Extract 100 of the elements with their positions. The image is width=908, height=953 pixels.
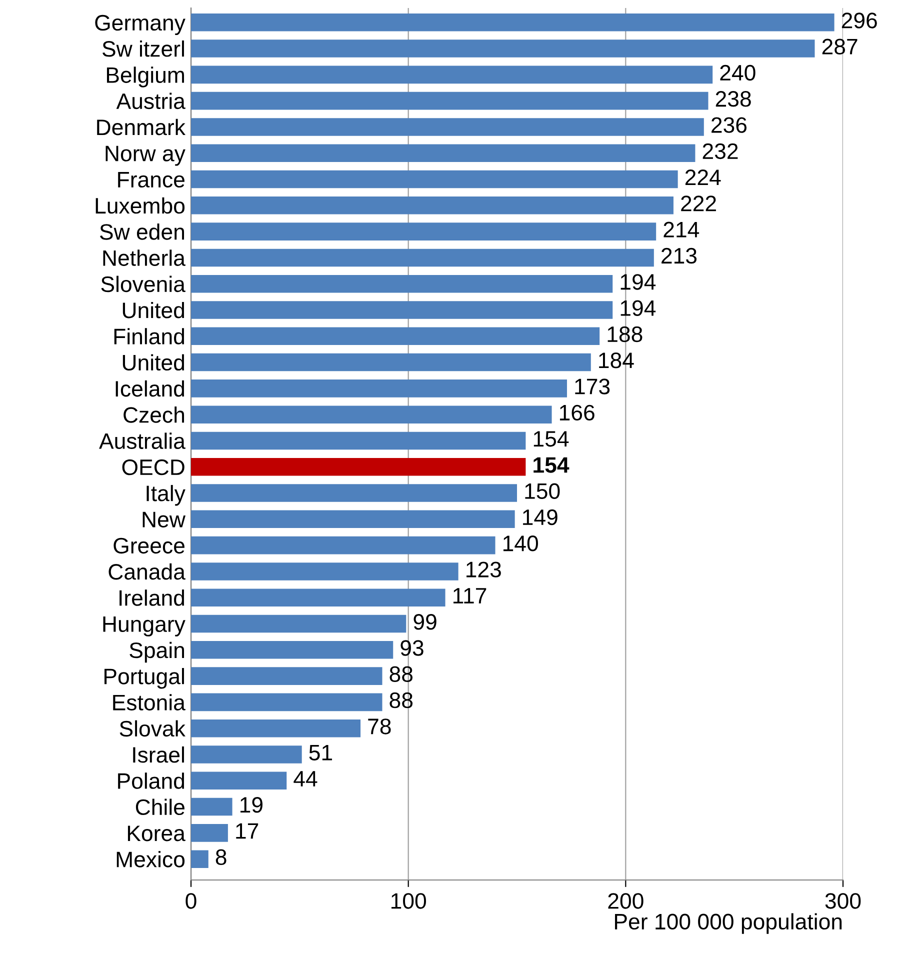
y-tick-label: Iceland xyxy=(116,380,184,397)
bar xyxy=(191,772,287,790)
y-tick-label: Germany xyxy=(95,14,186,36)
bar xyxy=(191,562,458,580)
x-tick-label: 300 xyxy=(825,893,861,909)
data-label: 51 xyxy=(309,744,332,760)
bar xyxy=(191,40,815,58)
y-tick-label: Ireland xyxy=(120,590,184,606)
y-tick-label: Korea xyxy=(128,826,186,842)
data-label: 88 xyxy=(390,666,413,682)
y-tick-label: Norw ay xyxy=(106,146,186,166)
data-label: 213 xyxy=(662,248,697,264)
y-tick-label: Mexico xyxy=(116,851,185,868)
bar xyxy=(191,614,406,633)
data-label: 150 xyxy=(525,483,560,499)
data-label: 44 xyxy=(294,771,318,786)
bar xyxy=(191,353,591,372)
bar xyxy=(191,301,613,319)
bar xyxy=(191,406,552,424)
x-tick-label: 200 xyxy=(608,893,644,909)
data-label: 93 xyxy=(400,640,424,656)
data-label: 88 xyxy=(390,692,413,708)
y-tick-label: Sw eden xyxy=(100,224,184,240)
data-label: 78 xyxy=(368,718,391,734)
y-tick-label: Austria xyxy=(116,92,186,110)
data-label: 296 xyxy=(842,12,877,28)
y-tick-label: Hungary xyxy=(103,616,186,636)
y-tick-label: Israel xyxy=(133,746,184,763)
y-tick-label: Belgium xyxy=(106,66,184,88)
y-tick-label: United xyxy=(122,354,184,371)
bar xyxy=(191,588,446,607)
y-tick-label: Greece xyxy=(114,538,184,554)
x-tick-label: 100 xyxy=(391,893,426,909)
data-label: 166 xyxy=(560,404,594,421)
data-label: 214 xyxy=(664,222,700,238)
data-label: 140 xyxy=(503,536,538,552)
data-label: 238 xyxy=(716,91,751,107)
y-tick-label: OECD xyxy=(122,459,184,476)
data-label: 117 xyxy=(453,588,486,604)
y-tick-label: Denmark xyxy=(97,118,186,136)
bar xyxy=(191,432,526,450)
bar xyxy=(191,66,713,84)
y-tick-label: Finland xyxy=(114,328,184,344)
bar xyxy=(191,667,382,685)
bar xyxy=(191,641,394,659)
bar xyxy=(191,798,232,816)
bar xyxy=(191,380,567,398)
bar xyxy=(191,824,228,842)
bar xyxy=(191,458,526,476)
data-label: 154 xyxy=(534,431,569,447)
data-label: 222 xyxy=(681,196,716,212)
y-tick-label: Slovenia xyxy=(101,276,186,292)
bar xyxy=(191,746,302,764)
data-label: 232 xyxy=(702,143,738,160)
y-tick-label: United xyxy=(122,302,184,318)
data-label: 194 xyxy=(620,300,656,316)
data-label: 184 xyxy=(599,352,634,368)
data-label: 123 xyxy=(466,562,501,578)
y-tick-label: Netherla xyxy=(103,250,186,266)
data-label: 173 xyxy=(575,378,610,394)
y-tick-label: Poland xyxy=(118,772,184,789)
bar xyxy=(191,118,704,136)
bar xyxy=(191,92,708,110)
y-tick-label: Estonia xyxy=(113,694,186,710)
y-tick-label: Australia xyxy=(99,432,186,449)
data-label: 17 xyxy=(236,823,258,839)
data-label: 240 xyxy=(720,64,756,81)
bar xyxy=(191,170,678,188)
bar xyxy=(191,693,382,712)
y-tick-label: New xyxy=(142,512,186,528)
y-tick-label: France xyxy=(118,172,184,188)
data-label: 99 xyxy=(414,614,436,630)
data-label: 224 xyxy=(685,169,721,186)
bar xyxy=(191,274,613,293)
data-label: 149 xyxy=(523,509,558,526)
bar xyxy=(191,536,496,554)
bar xyxy=(191,850,208,868)
x-axis-title: Per 100 000 population xyxy=(615,913,842,934)
y-tick-label: Slovak xyxy=(120,720,186,737)
data-label: 188 xyxy=(608,326,642,342)
y-tick-label: Portugal xyxy=(104,668,184,689)
data-label: 236 xyxy=(712,117,747,133)
y-tick-label: Canada xyxy=(108,563,186,580)
bar xyxy=(191,327,600,346)
y-tick-label: Luxembo xyxy=(96,197,185,214)
data-label: 8 xyxy=(216,849,226,866)
data-label: 194 xyxy=(620,274,656,290)
y-tick-label: Czech xyxy=(124,406,184,423)
bar xyxy=(191,719,361,738)
x-tick-label: 0 xyxy=(186,893,196,909)
y-tick-label: Spain xyxy=(130,642,184,663)
bar xyxy=(191,196,674,214)
data-label: 19 xyxy=(240,797,262,813)
bar xyxy=(191,13,834,32)
data-label: 154 xyxy=(534,457,570,473)
bar xyxy=(191,484,517,502)
bar xyxy=(191,248,654,267)
y-tick-label: Italy xyxy=(146,484,186,506)
y-tick-label: Chile xyxy=(136,798,184,816)
data-label: 287 xyxy=(822,38,858,54)
